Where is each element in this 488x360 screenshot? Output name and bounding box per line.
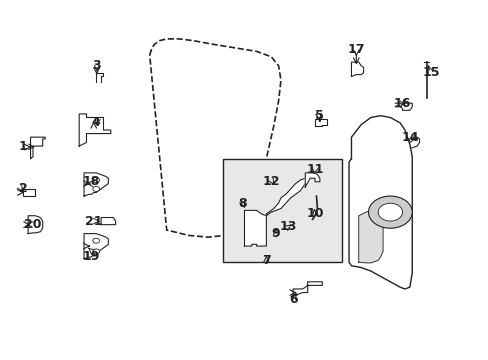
Polygon shape: [84, 234, 108, 258]
Text: 9: 9: [271, 227, 280, 240]
Text: 13: 13: [279, 220, 296, 233]
Circle shape: [93, 249, 100, 254]
Polygon shape: [358, 210, 382, 263]
Text: 15: 15: [422, 66, 440, 79]
Text: 4: 4: [92, 116, 101, 129]
Text: 7: 7: [262, 254, 270, 267]
Circle shape: [368, 196, 411, 228]
Text: 17: 17: [347, 43, 365, 56]
Text: 18: 18: [82, 175, 100, 188]
Text: 8: 8: [237, 197, 246, 210]
Circle shape: [93, 238, 100, 243]
Polygon shape: [101, 217, 116, 225]
Polygon shape: [351, 62, 363, 76]
Circle shape: [93, 186, 100, 192]
Polygon shape: [394, 103, 411, 111]
Text: 12: 12: [262, 175, 280, 188]
Text: 10: 10: [305, 207, 323, 220]
Polygon shape: [28, 216, 42, 234]
Text: 11: 11: [305, 163, 323, 176]
Polygon shape: [79, 114, 111, 146]
Polygon shape: [314, 119, 326, 126]
Text: 19: 19: [82, 250, 100, 263]
Polygon shape: [305, 173, 319, 187]
Polygon shape: [266, 178, 307, 216]
Text: 6: 6: [288, 293, 297, 306]
Text: 2: 2: [19, 183, 28, 195]
FancyBboxPatch shape: [222, 158, 341, 262]
Text: 16: 16: [393, 97, 410, 110]
Text: 5: 5: [315, 109, 324, 122]
Text: 14: 14: [400, 131, 418, 144]
Polygon shape: [84, 173, 108, 196]
Text: 21: 21: [85, 215, 102, 228]
Circle shape: [377, 203, 402, 221]
Text: 20: 20: [24, 218, 41, 231]
Text: 3: 3: [92, 59, 101, 72]
Polygon shape: [292, 282, 322, 296]
Bar: [23, 189, 35, 196]
Polygon shape: [30, 137, 45, 158]
Polygon shape: [244, 210, 266, 246]
Circle shape: [93, 177, 100, 183]
Polygon shape: [348, 116, 411, 289]
Text: 1: 1: [19, 140, 28, 153]
Polygon shape: [404, 137, 419, 148]
